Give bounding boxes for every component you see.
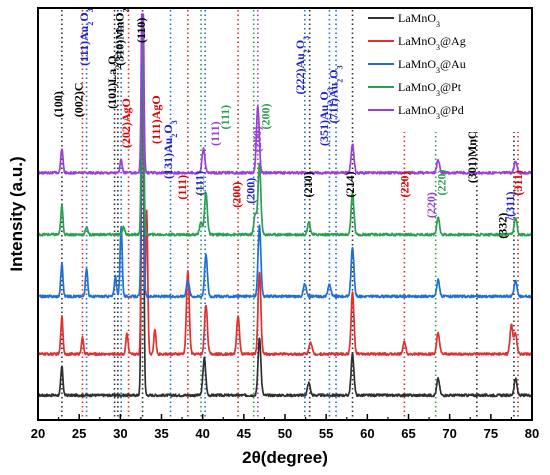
x-tick-label-2: 30 — [113, 426, 127, 441]
legend-box — [368, 10, 530, 132]
series-line-1 — [37, 44, 533, 357]
y-axis-title: Intensity (a.u.) — [7, 156, 26, 271]
legend-label-4: LaMnO3@Pd — [398, 103, 464, 121]
peak-label-17: (222)Au2O3 — [293, 36, 311, 95]
x-tick-label-12: 80 — [525, 426, 539, 441]
peak-label-2: (111)Au2O3 — [77, 8, 95, 65]
peak-label-16: (200) — [258, 104, 272, 130]
legend-label-1: LaMnO3@Ag — [398, 34, 466, 52]
peak-label-7: (111)AgO — [149, 95, 163, 144]
x-tick-label-5: 45 — [237, 426, 251, 441]
peak-label-14: (200) — [244, 178, 258, 204]
series-line-2 — [37, 13, 533, 299]
peak-label-11: (111) — [208, 121, 222, 146]
legend: LaMnO3 LaMnO3@Ag LaMnO3@Au LaMnO3@Pt LaMnO3@… — [368, 10, 530, 132]
x-tick-label-3: 35 — [154, 426, 168, 441]
peak-label-28: (311) — [511, 170, 525, 195]
peak-label-10: (111) — [193, 171, 207, 196]
x-tick-label-1: 25 — [72, 426, 86, 441]
peak-label-23: (220) — [424, 192, 438, 218]
x-tick-label-7: 55 — [319, 426, 333, 441]
peak-label-5: (202)AgO — [119, 98, 133, 148]
x-tick-label-4: 40 — [195, 426, 209, 441]
peak-label-0: (100) — [51, 91, 65, 117]
peak-label-1: (002)C — [72, 83, 86, 118]
peak-label-8: (131)Au2O3 — [161, 120, 179, 179]
x-tick-label-9: 65 — [401, 426, 415, 441]
peak-label-4: (310)MnO2 — [113, 8, 131, 65]
series-line-3 — [37, 13, 533, 237]
peak-label-12: (111) — [218, 105, 232, 130]
series-line-4 — [37, 13, 533, 175]
peak-label-21: (214) — [343, 172, 357, 198]
x-tick-label-10: 70 — [442, 426, 456, 441]
peak-label-3: (101)La2O3 — [105, 52, 123, 109]
x-tick-label-0: 20 — [31, 426, 45, 441]
legend-label-0: LaMnO3 — [398, 11, 440, 29]
legend-label-3: LaMnO3@Pt — [398, 80, 462, 98]
peak-label-27: /(311) — [503, 192, 517, 222]
peak-label-6: (110) — [134, 18, 148, 43]
peak-annotations: (100) (002)C (111)Au2O3 (101)La2O3(310)MnO2… — [51, 8, 525, 238]
x-tick-label-6: 50 — [278, 426, 292, 441]
x-tick-label-8: 60 — [360, 426, 374, 441]
peak-label-18: (210) — [301, 172, 315, 198]
x-axis: 20 25 30 35 40 45 50 55 60 65 70 75 80 — [31, 414, 539, 441]
series-lines — [37, 13, 533, 398]
peak-label-24: (220) — [435, 170, 449, 196]
series-line-0 — [37, 13, 533, 398]
peak-label-22: (220) — [398, 172, 412, 198]
peak-label-26: (332) — [496, 213, 510, 239]
peak-label-13: (200) — [230, 182, 244, 208]
legend-label-2: LaMnO3@Au — [398, 57, 466, 75]
peak-label-19: (351)Au2O3 — [317, 87, 335, 146]
x-axis-title: 2θ(degree) — [242, 448, 328, 467]
peak-label-15: (200) — [250, 126, 264, 152]
peak-label-9: (111) — [175, 175, 189, 200]
x-tick-label-11: 75 — [484, 426, 498, 441]
peak-label-20: (711)Au2O3 — [327, 65, 345, 123]
